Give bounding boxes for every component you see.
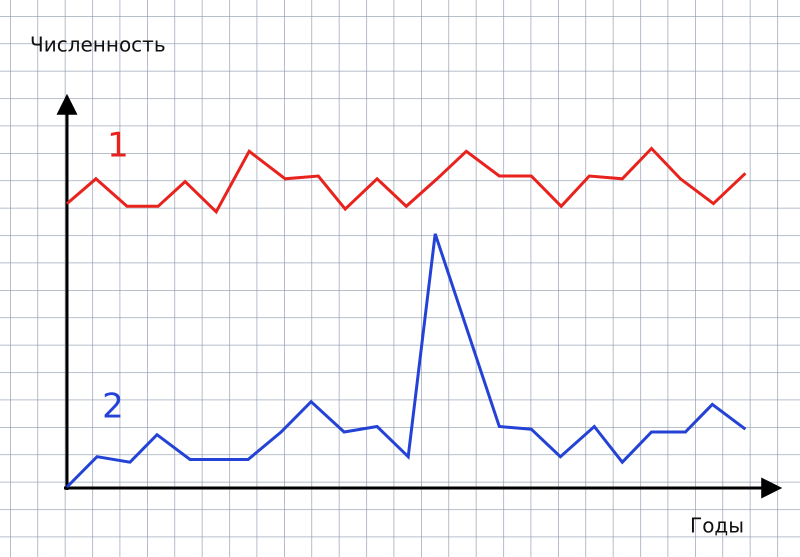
series-line [66, 146, 747, 215]
plot-area: 12 [65, 126, 747, 489]
x-axis-label: Годы [690, 514, 744, 538]
series-label: 1 [107, 126, 129, 166]
y-axis-label: Численность [30, 33, 166, 57]
series-label: 2 [102, 387, 124, 427]
series-line [65, 233, 747, 489]
